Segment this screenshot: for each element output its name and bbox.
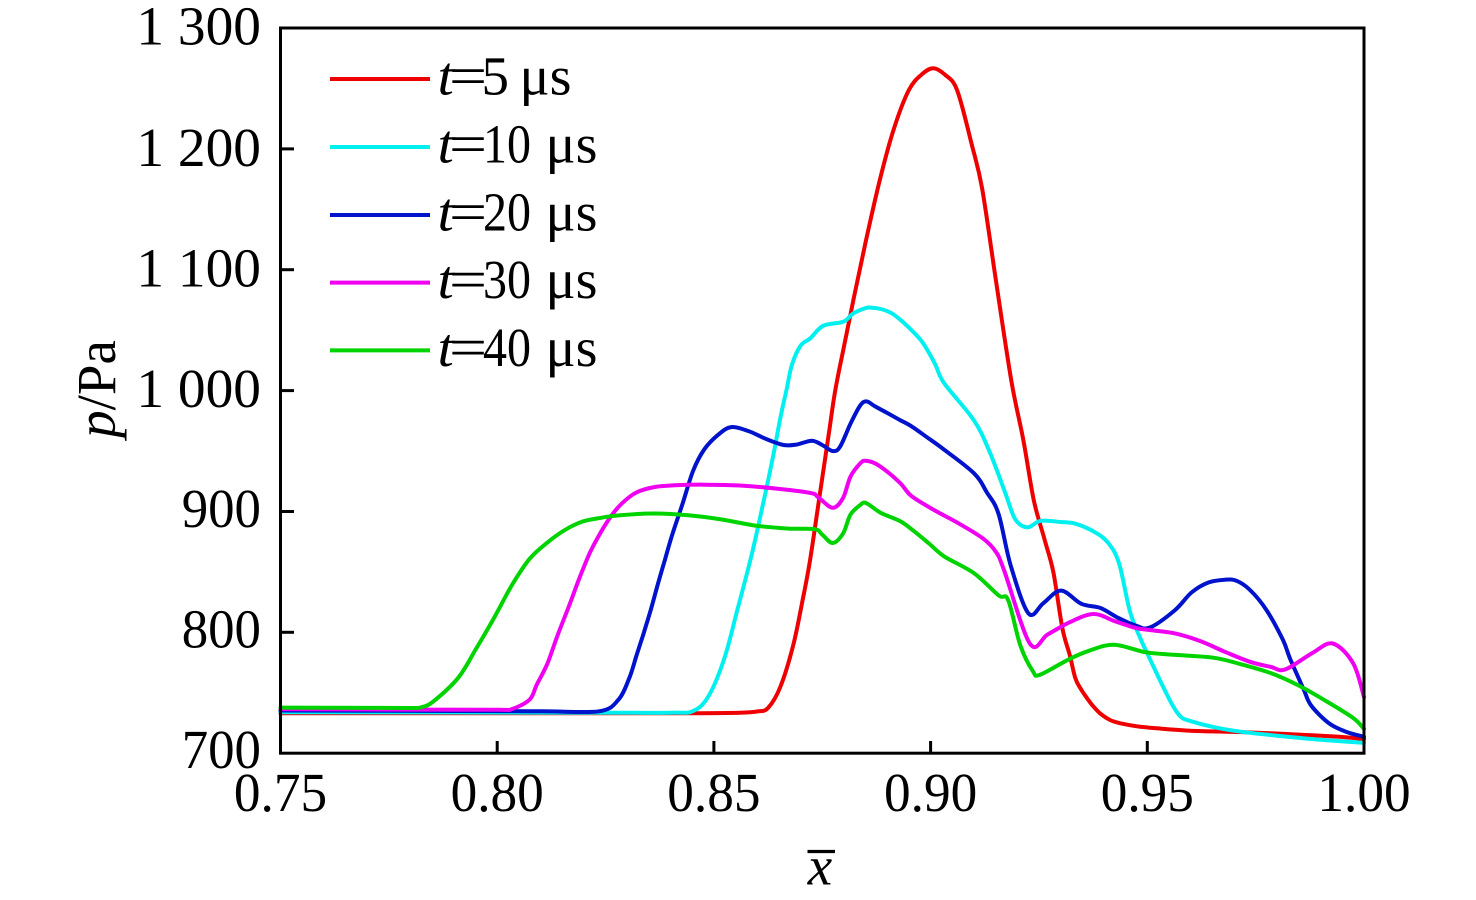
svg-text:0.75: 0.75: [234, 762, 327, 823]
svg-text:0.95: 0.95: [1101, 762, 1194, 823]
svg-text:1 200: 1 200: [136, 117, 261, 178]
svg-text:1.00: 1.00: [1317, 762, 1410, 823]
svg-text:1 000: 1 000: [136, 358, 261, 419]
svg-text:1 100: 1 100: [136, 238, 261, 299]
svg-text:t=5μs: t=5 μs: [438, 46, 572, 107]
svg-text:0.90: 0.90: [884, 762, 977, 823]
svg-text:1 300: 1 300: [136, 0, 261, 56]
svg-text:800: 800: [182, 599, 261, 660]
svg-text:0.85: 0.85: [667, 762, 760, 823]
svg-text:p/Pa: p/Pa: [66, 340, 127, 442]
svg-text:900: 900: [182, 478, 261, 539]
svg-text:0.80: 0.80: [451, 762, 544, 823]
svg-text:700: 700: [182, 719, 261, 780]
svg-text:x: x: [807, 836, 833, 897]
